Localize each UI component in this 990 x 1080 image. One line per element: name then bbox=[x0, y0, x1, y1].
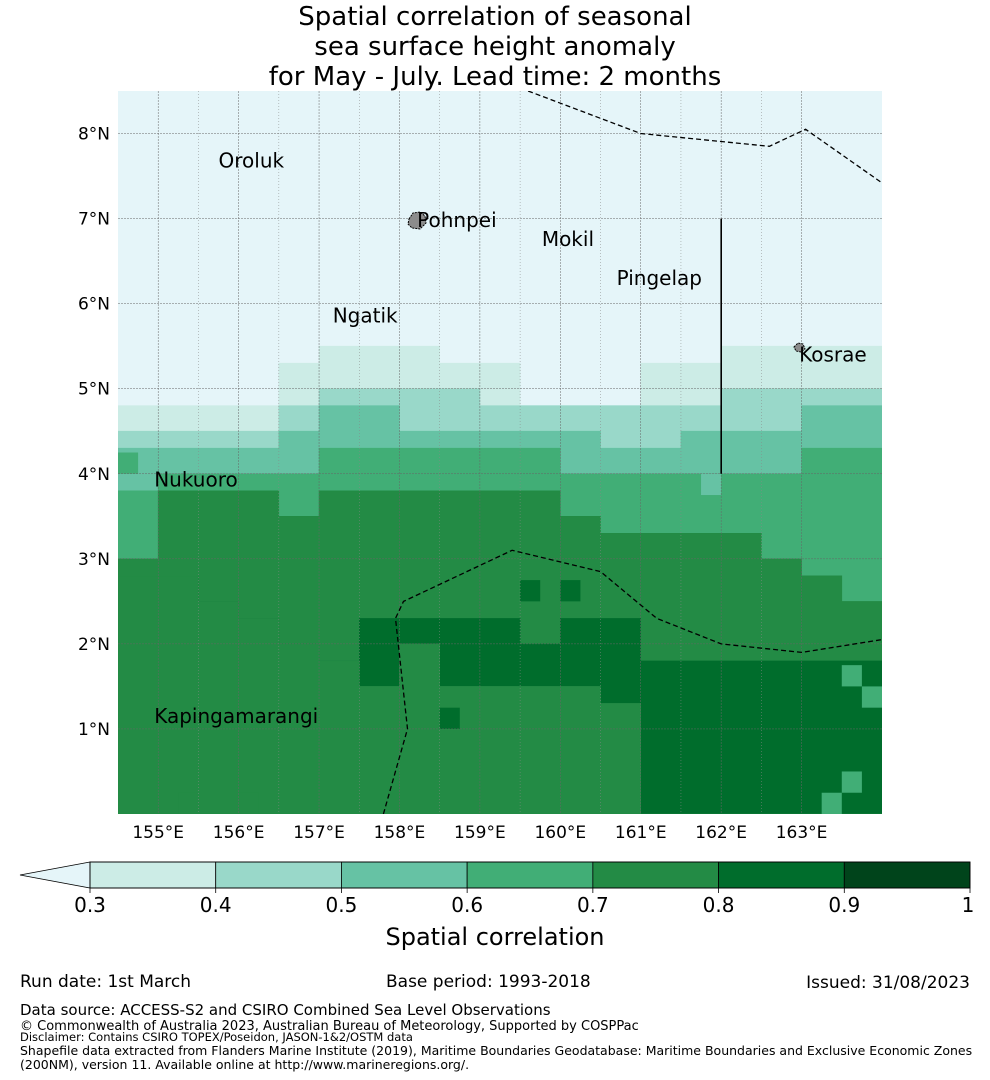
run-date: Run date: 1st March bbox=[20, 972, 192, 992]
colorbar-label: Spatial correlation bbox=[385, 923, 604, 951]
colorbar-tick-label: 0.3 bbox=[74, 893, 106, 917]
colorbar-tick-label: 0.5 bbox=[326, 893, 358, 917]
colorbar-tick-label: 0.8 bbox=[703, 893, 735, 917]
place-label-oroluk: Oroluk bbox=[219, 149, 285, 173]
colorbar-segment bbox=[843, 861, 971, 889]
eez-line-1 bbox=[527, 91, 882, 184]
map-figure: Oroluk Pohnpei Mokil Pingelap Ngatik Kosrae Nu… bbox=[19, 91, 975, 951]
place-label-kosrae: Kosrae bbox=[799, 342, 867, 366]
colorbar-tick-label: 0.7 bbox=[577, 893, 609, 917]
grid-cell-patch bbox=[178, 792, 199, 814]
colorbar-segment bbox=[592, 861, 719, 889]
place-label-pohnpei: Pohnpei bbox=[417, 208, 497, 232]
copyright-notice: © Commonwealth of Australia 2023, Austra… bbox=[20, 1019, 639, 1034]
title-line-1: Spatial correlation of seasonal bbox=[298, 2, 692, 32]
latitude-labels: 8°N 7°N 6°N 5°N 4°N 3°N 2°N 1°N bbox=[78, 125, 110, 740]
place-label-pingelap: Pingelap bbox=[617, 266, 702, 290]
grid-cell-patch bbox=[520, 580, 541, 602]
lon-tick-label: 162°E bbox=[695, 823, 747, 843]
lon-tick-label: 158°E bbox=[374, 823, 426, 843]
colorbar-segment bbox=[215, 861, 342, 889]
longitude-labels: 155°E 156°E 157°E 158°E 159°E 160°E 161°E 162°E… bbox=[132, 823, 827, 843]
colorbar-tick-label: 0.4 bbox=[200, 893, 232, 917]
grid-cell-patch bbox=[118, 452, 139, 474]
correlation-field bbox=[118, 91, 882, 814]
place-label-kapingamarangi: Kapingamarangi bbox=[154, 704, 318, 728]
grid-cell-patch bbox=[701, 473, 722, 496]
grid-cell-patch bbox=[439, 707, 460, 729]
lat-tick-label: 4°N bbox=[78, 465, 110, 485]
colorbar-segment bbox=[718, 861, 845, 889]
colorbar-tick-label: 0.9 bbox=[828, 893, 860, 917]
grid-cell-patch bbox=[841, 665, 862, 687]
pohnpei-island-shape bbox=[407, 211, 427, 230]
place-label-mokil: Mokil bbox=[542, 227, 594, 251]
lat-tick-label: 2°N bbox=[78, 635, 110, 655]
shapefile-credit-line-2: (200NM), version 11. Available online at… bbox=[20, 1057, 470, 1072]
eez-boundaries bbox=[382, 91, 882, 814]
title-line-3: for May - July. Lead time: 2 months bbox=[268, 62, 722, 92]
grid-cell-patch bbox=[560, 580, 581, 602]
colorbar-segment bbox=[341, 861, 468, 889]
lat-tick-label: 8°N bbox=[78, 125, 110, 145]
lat-tick-label: 6°N bbox=[78, 295, 110, 315]
data-source: Data source: ACCESS-S2 and CSIRO Combine… bbox=[20, 1001, 551, 1019]
place-label-ngatik: Ngatik bbox=[333, 303, 398, 327]
shapefile-credit-line-1: Shapefile data extracted from Flanders M… bbox=[20, 1043, 973, 1058]
lat-tick-label: 3°N bbox=[78, 550, 110, 570]
eez-line-2 bbox=[382, 549, 882, 814]
base-period: Base period: 1993-2018 bbox=[386, 972, 591, 992]
kosrae-island-shape bbox=[793, 342, 806, 353]
grid-cell-patch bbox=[861, 686, 882, 708]
colorbar-segment bbox=[466, 861, 594, 889]
lon-tick-label: 157°E bbox=[293, 823, 345, 843]
lon-tick-label: 159°E bbox=[454, 823, 506, 843]
lon-tick-label: 155°E bbox=[132, 823, 184, 843]
title-line-2: sea surface height anomaly bbox=[314, 32, 676, 62]
place-labels: Oroluk Pohnpei Mokil Pingelap Ngatik Kosrae Nu… bbox=[154, 149, 867, 728]
map-gridlines bbox=[118, 91, 882, 814]
issued-date: Issued: 31/08/2023 bbox=[806, 973, 970, 993]
grid-cell-patch bbox=[238, 792, 259, 814]
colorbar-under-extension bbox=[19, 861, 91, 889]
place-label-nukuoro: Nukuoro bbox=[154, 468, 238, 492]
lon-tick-label: 163°E bbox=[776, 823, 828, 843]
colorbar-tick-label: 1 bbox=[962, 893, 975, 917]
colorbar: 0.3 0.4 0.5 0.6 0.7 0.8 0.9 1 Spatial correlati… bbox=[19, 861, 975, 951]
colorbar-tick-label: 0.6 bbox=[451, 893, 483, 917]
chart-title: Spatial correlation of seasonal sea surf… bbox=[0, 2, 990, 92]
colorbar-segment bbox=[89, 861, 217, 889]
lat-tick-label: 5°N bbox=[78, 380, 110, 400]
lon-tick-label: 156°E bbox=[213, 823, 265, 843]
lon-tick-label: 160°E bbox=[534, 823, 586, 843]
grid-cell-patch bbox=[841, 771, 862, 793]
lat-tick-label: 7°N bbox=[78, 210, 110, 230]
band-0-7-0-8-south bbox=[118, 575, 882, 814]
island-shapes bbox=[407, 211, 806, 353]
grid-cell-patch bbox=[821, 792, 842, 814]
lon-tick-label: 161°E bbox=[615, 823, 667, 843]
lat-tick-label: 1°N bbox=[78, 720, 110, 740]
disclaimer: Disclaimer: Contains CSIRO TOPEX/Poseido… bbox=[20, 1030, 413, 1044]
colorbar-outline bbox=[89, 861, 971, 889]
